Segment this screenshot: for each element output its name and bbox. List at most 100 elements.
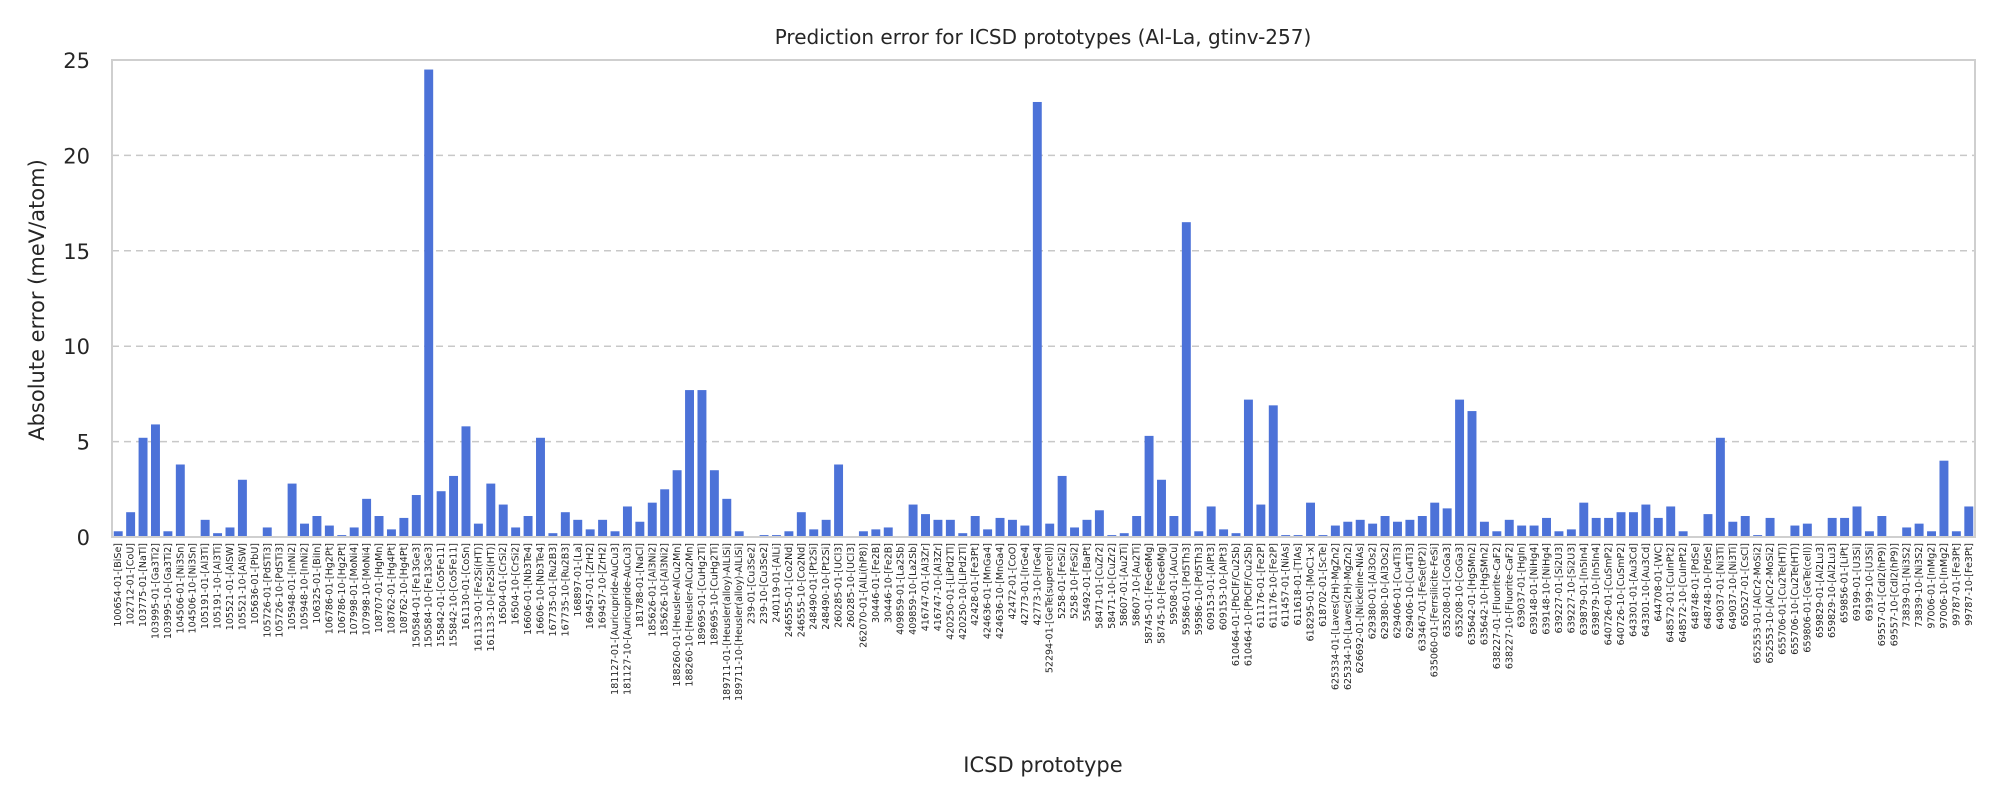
x-tick-label: 42773-01-[IrGe4] — [1020, 543, 1031, 626]
x-tick-label: 248490-01-[Pt2Si] — [809, 543, 820, 630]
x-tick-label: 161130-01-[CoSn] — [461, 543, 472, 630]
x-tick-label: 649037-01-[Ni3Ti] — [1715, 543, 1726, 630]
x-tick-label: 650527-01-[CsCl] — [1740, 543, 1751, 626]
bar — [1094, 510, 1104, 537]
bar — [1169, 516, 1179, 537]
bar — [958, 533, 968, 537]
x-tick-label: 5258-10-[FeSi2] — [1070, 543, 1081, 619]
x-tick-label: 181788-01-[NaCl] — [635, 543, 646, 628]
bar — [1666, 506, 1676, 537]
bar — [871, 529, 881, 537]
bar — [424, 69, 434, 537]
x-tick-label: 155842-01-[Co5Fe11] — [436, 543, 447, 647]
x-tick-label: 155842-10-[Co5Fe11] — [449, 543, 460, 647]
x-tick-label: 103995-01-[Ga3Ti2] — [150, 543, 161, 639]
bar — [921, 514, 930, 537]
bar — [237, 479, 247, 537]
x-tick-label: 611618-01-[TlAs] — [1293, 543, 1304, 626]
bar — [635, 521, 645, 537]
bar — [560, 512, 570, 537]
bar — [1057, 475, 1067, 537]
bar — [945, 519, 955, 537]
bar — [449, 475, 459, 537]
x-tick-label: 659856-01-[LiPt] — [1840, 543, 1851, 623]
x-tick-label: 69199-10-[U3Si] — [1864, 543, 1875, 621]
x-tick-label: 648748-01-[PdSe] — [1691, 543, 1702, 629]
bar — [1964, 506, 1974, 537]
bar — [1355, 519, 1365, 537]
bar — [1455, 399, 1465, 537]
bar — [1020, 525, 1030, 537]
bar — [1914, 523, 1924, 537]
x-tick-label: 629406-01-[Cu4Ti3] — [1392, 543, 1403, 639]
bar — [213, 533, 223, 537]
x-tick-label: 246555-01-[Co2Nd] — [784, 543, 795, 637]
bar — [1231, 533, 1241, 537]
bar — [324, 525, 334, 537]
bar — [1368, 523, 1378, 537]
y-axis-ticks: 0 5 10 15 20 25 — [63, 49, 90, 550]
x-tick-label: 105948-01-[InNi2] — [287, 543, 298, 630]
bar — [1194, 531, 1204, 537]
x-tick-label: 643301-01-[Au3Cd] — [1628, 543, 1639, 637]
bar — [175, 464, 185, 537]
bar — [312, 516, 322, 537]
bar — [1852, 506, 1862, 537]
x-tick-label: 97006-10-[InMg2] — [1939, 543, 1950, 629]
x-tick-label: 167735-01-[Ru2B3] — [548, 543, 559, 636]
x-tick-label: 648748-10-[PdSe] — [1703, 543, 1714, 629]
x-tick-label: 69199-01-[U3Si] — [1852, 543, 1863, 621]
bar — [300, 523, 309, 537]
bar — [1492, 531, 1502, 537]
bar — [461, 426, 471, 537]
x-tick-label: 648572-01-[CuInPt2] — [1666, 543, 1677, 643]
bar — [796, 512, 806, 537]
bar — [709, 470, 719, 537]
x-tick-label: 424636-10-[MnGa4] — [995, 543, 1006, 639]
x-tick-label: 107998-10-[MoNi4] — [362, 543, 373, 635]
x-tick-label: 181127-01-[Auricupride-AuCu3] — [610, 543, 621, 695]
bar — [1653, 517, 1663, 537]
x-tick-label: 610464-10-[PbClF/Cu2Sb] — [1243, 543, 1254, 666]
x-tick-label: 618702-01-[ScTe] — [1318, 543, 1329, 627]
x-tick-label: 105726-10-[PdSTi3] — [275, 543, 286, 638]
bar — [1380, 516, 1390, 537]
bar — [1467, 411, 1477, 537]
x-tick-label: 69557-10-[CdI2(hP9)] — [1889, 543, 1900, 646]
bar — [1902, 527, 1912, 537]
bar — [908, 504, 918, 537]
bar — [1790, 525, 1800, 537]
x-tick-label: 629380-01-[Al3Os2] — [1368, 543, 1379, 639]
x-tick-label: 16606-10-[Nb3Te4] — [535, 543, 546, 635]
bar — [1157, 479, 1166, 537]
bar — [1479, 521, 1489, 537]
bar — [809, 529, 819, 537]
x-tick-label: 100654-01-[BiSe] — [113, 543, 124, 627]
x-tick-label: 168897-01-[La] — [573, 543, 584, 617]
bar — [697, 390, 707, 537]
bar — [1032, 101, 1042, 537]
bar — [883, 527, 893, 537]
bar — [1877, 516, 1887, 537]
x-axis-ticks: 100654-01-[BiSe] 102712-01-[CoU] 103775-01… — [113, 543, 1975, 701]
x-tick-label: 188260-10-[Heusler-AlCu2Mn] — [685, 543, 696, 687]
bar — [113, 531, 123, 537]
bar — [1082, 519, 1092, 537]
bar — [1641, 504, 1651, 537]
x-tick-label: 105636-01-[PbU] — [250, 543, 261, 624]
x-tick-label: 659829-01-[Al2Lu3] — [1815, 543, 1826, 638]
bar — [995, 517, 1005, 537]
x-tick-label: 189695-10-[CuHg2Ti] — [709, 543, 720, 646]
x-tick-label: 416747-01-[Al3Zr] — [921, 543, 932, 631]
x-tick-label: 262070-01-[AlLi(hP8)] — [858, 543, 869, 648]
x-tick-label: 169457-10-[ZrH2] — [598, 543, 609, 629]
bar — [1802, 523, 1812, 537]
bar — [1256, 504, 1266, 537]
x-tick-label: 424636-01-[MnGa4] — [983, 543, 994, 639]
x-tick-label: 652553-01-[AlCr2-MoSi2] — [1753, 543, 1764, 664]
bar — [1268, 405, 1278, 537]
y-tick-label: 25 — [63, 49, 90, 73]
bar — [598, 519, 608, 537]
x-tick-label: 648572-10-[CuInPt2] — [1678, 543, 1689, 643]
x-tick-label: 420250-10-[LiPd2Tl] — [958, 543, 969, 640]
